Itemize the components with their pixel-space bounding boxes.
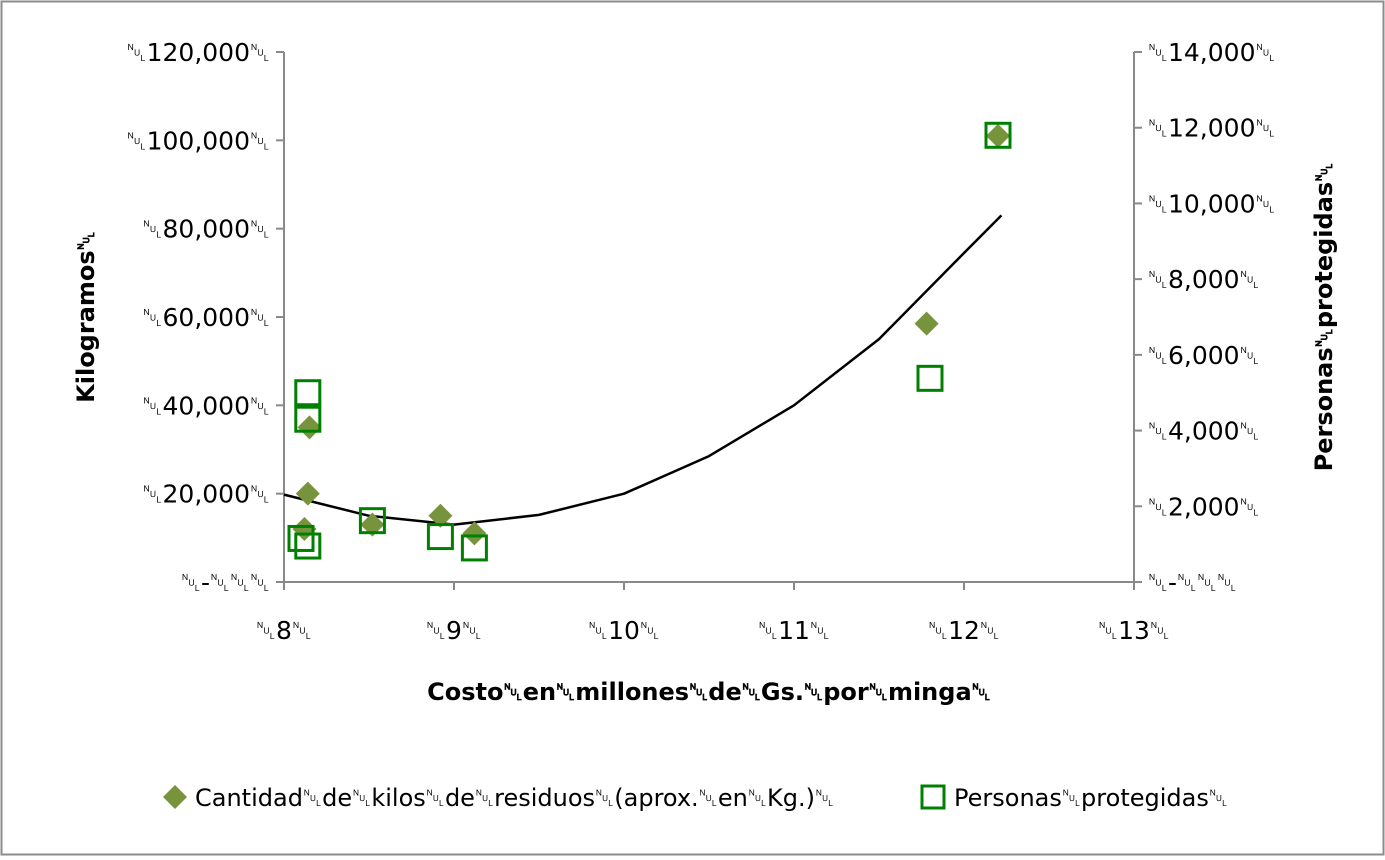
legend-diamond-icon — [163, 785, 187, 809]
y-left-tick-label: ␀40,000␀ — [143, 391, 270, 420]
y-right-tick-label: ␀4,000␀ — [1148, 417, 1260, 446]
legend-square-icon — [920, 784, 946, 810]
trendline-path — [283, 214, 1003, 526]
data-point-square — [426, 523, 454, 551]
data-point-diamond — [986, 123, 1010, 148]
trendline — [283, 214, 1003, 526]
legend-label-personas: Personas␀protegidas␀ — [954, 784, 1228, 812]
y-left-tick-label: ␀60,000␀ — [143, 303, 270, 332]
x-tick-label: ␀10␀ — [588, 616, 660, 645]
data-point-square — [287, 524, 315, 552]
y-left-tick-label: ␀80,000␀ — [143, 215, 270, 244]
x-tick-label: ␀9␀ — [426, 616, 482, 645]
series-personas — [287, 121, 1012, 562]
y-axis-right-title: Personas␀protegidas␀ — [1310, 163, 1338, 472]
y-axis-left-title: Kilogramos␀ — [72, 231, 100, 403]
data-point-square — [460, 534, 488, 562]
data-point-square — [294, 405, 322, 433]
data-point-square — [916, 364, 944, 392]
x-tick-label: ␀13␀ — [1098, 616, 1170, 645]
y-left-tick-label: ␀-␀␀␀ — [181, 568, 270, 597]
y-left-tick-label: ␀120,000␀ — [127, 38, 270, 67]
y-left-tick-label: ␀100,000␀ — [127, 126, 270, 155]
data-point-square — [358, 507, 386, 535]
x-tick-label: ␀11␀ — [758, 616, 830, 645]
data-point-square — [984, 121, 1012, 149]
x-tick-label: ␀12␀ — [928, 616, 1000, 645]
y-right-tick-label: ␀10,000␀ — [1148, 189, 1275, 218]
data-point-diamond — [428, 503, 453, 528]
x-tick-label: ␀8␀ — [256, 616, 312, 645]
axes: ␀-␀␀␀ ␀20,000␀ ␀40,000␀ ␀60,000␀ ␀80,000␀ ␀10… — [72, 38, 1338, 706]
y-right-tick-label: ␀12,000␀ — [1148, 114, 1275, 143]
y-right-tick-label: ␀6,000␀ — [1148, 341, 1260, 370]
legend: Cantidad␀de␀kilos␀de␀residuos␀(aprox.␀en… — [163, 784, 1228, 812]
y-right-tick-label: ␀14,000␀ — [1148, 38, 1275, 67]
data-point-square — [294, 532, 322, 560]
data-point-diamond — [297, 415, 322, 440]
y-right-tick-label: ␀2,000␀ — [1148, 492, 1260, 521]
data-point-square — [294, 379, 322, 407]
data-point-diamond — [914, 311, 939, 336]
y-left-tick-label: ␀20,000␀ — [143, 480, 270, 509]
y-right-tick-label: ␀-␀␀␀ — [1148, 568, 1237, 597]
legend-label-kilos: Cantidad␀de␀kilos␀de␀residuos␀(aprox.␀en… — [195, 784, 834, 812]
data-point-diamond — [295, 481, 320, 506]
data-point-diamond — [360, 512, 385, 537]
data-point-diamond — [462, 521, 487, 546]
y-right-tick-label: ␀8,000␀ — [1148, 265, 1260, 294]
x-axis-title: Costo␀en␀millones␀de␀Gs.␀por␀minga␀ — [427, 678, 991, 706]
